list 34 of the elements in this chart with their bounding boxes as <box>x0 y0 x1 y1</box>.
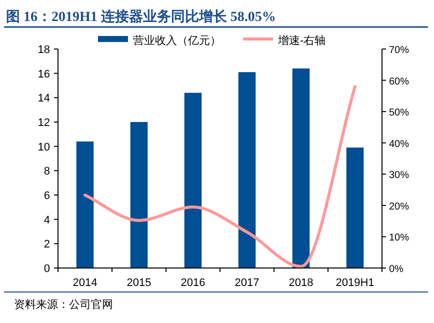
x-tick-label: 2015 <box>126 277 152 289</box>
x-tick-label: 2019H1 <box>336 277 374 289</box>
x-tick-label: 2018 <box>288 277 314 289</box>
x-tick-label: 2016 <box>180 277 206 289</box>
y-tick-label: 2 <box>44 238 50 251</box>
y2-tick-label: 60% <box>389 76 410 88</box>
y-tick-label: 16 <box>38 68 50 80</box>
bar <box>184 92 202 268</box>
bar <box>292 68 310 268</box>
y2-tick-label: 10% <box>389 232 410 244</box>
y-tick-label: 18 <box>38 44 50 56</box>
x-tick-label: 2017 <box>234 277 260 289</box>
bar <box>130 122 148 268</box>
y2-tick-label: 0% <box>389 264 404 275</box>
y-tick-label: 8 <box>44 166 50 178</box>
y-tick-label: 10 <box>38 141 50 154</box>
chart-title: 图 16：2019H1 连接器业务同比增长 58.05% <box>6 8 276 25</box>
legend-label: 营业收入（亿元） <box>133 34 221 47</box>
y2-tick-label: 70% <box>389 45 410 56</box>
y2-tick-label: 30% <box>389 170 410 182</box>
bar <box>346 148 364 268</box>
y-tick-label: 6 <box>44 190 50 202</box>
y-tick-label: 14 <box>38 92 50 105</box>
text: 资料来源：公司官网 <box>14 298 113 311</box>
y-tick-label: 0 <box>44 263 50 275</box>
y-tick-label: 4 <box>44 214 50 226</box>
x-tick-label: 2014 <box>72 277 98 289</box>
y2-tick-label: 20% <box>389 201 410 212</box>
bar <box>76 141 94 268</box>
legend-label: 增速-右轴 <box>277 34 326 47</box>
y2-tick-label: 40% <box>389 138 410 150</box>
y2-tick-label: 50% <box>389 108 410 119</box>
y-tick-label: 12 <box>38 117 50 129</box>
bar <box>238 72 256 268</box>
